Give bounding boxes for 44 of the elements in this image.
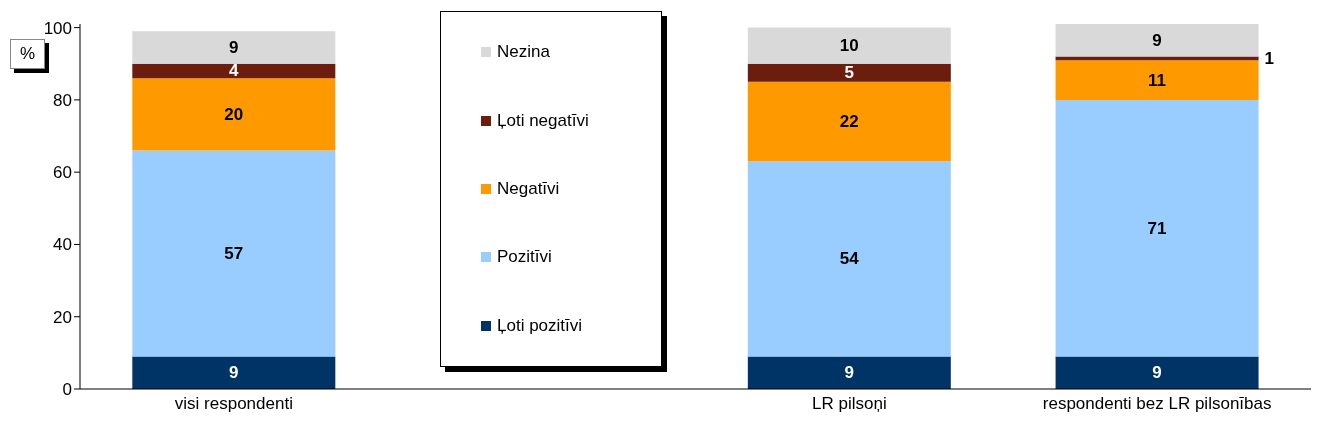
x-tick-label: LR pilsoņi (812, 394, 887, 414)
bar (132, 63, 336, 79)
data-label: 57 (224, 243, 244, 263)
y-tick-label: 60 (53, 163, 72, 183)
y-tick-label: 100 (43, 18, 72, 38)
data-label: 9 (229, 363, 239, 383)
data-label: 11 (1148, 70, 1167, 90)
y-tick-label: 40 (53, 235, 72, 255)
bar (1055, 99, 1259, 357)
data-label: 10 (839, 36, 859, 56)
legend-label: Ļoti negatīvi (497, 110, 589, 131)
bar (132, 31, 336, 64)
bar (132, 150, 336, 357)
x-tick-label: visi respondenti (174, 394, 293, 414)
data-label: 9 (844, 363, 855, 383)
bar (747, 161, 951, 357)
data-label: 5 (844, 63, 855, 83)
data-label: 54 (839, 249, 860, 269)
data-label: 1 (1264, 48, 1275, 68)
bar (132, 356, 336, 389)
data-label: 71 (1147, 218, 1167, 238)
data-label: 9 (1152, 363, 1162, 383)
data-label: 20 (224, 104, 244, 124)
data-label: 9 (1152, 30, 1162, 50)
bar (132, 78, 336, 151)
x-tick-label: respondenti bez LR pilsonības (1042, 394, 1272, 414)
bar (747, 356, 951, 389)
bar (747, 63, 951, 82)
y-tick-label: 0 (62, 380, 72, 400)
legend-label: Nezina (497, 42, 550, 63)
y-axis-title: % (10, 39, 45, 69)
bar (747, 81, 951, 162)
legend-label: Negatīvi (497, 178, 560, 199)
data-label: 9 (229, 37, 239, 57)
bar (1055, 60, 1259, 100)
bar (1055, 24, 1259, 57)
y-tick-label: 80 (53, 90, 72, 110)
bar (747, 27, 951, 64)
legend-label: Pozitīvi (497, 247, 552, 268)
y-tick-label: 20 (53, 307, 72, 327)
data-label: 4 (229, 61, 240, 81)
bar (1055, 356, 1259, 389)
legend-label: Ļoti pozitīvi (497, 315, 583, 336)
data-label: 22 (839, 112, 859, 132)
